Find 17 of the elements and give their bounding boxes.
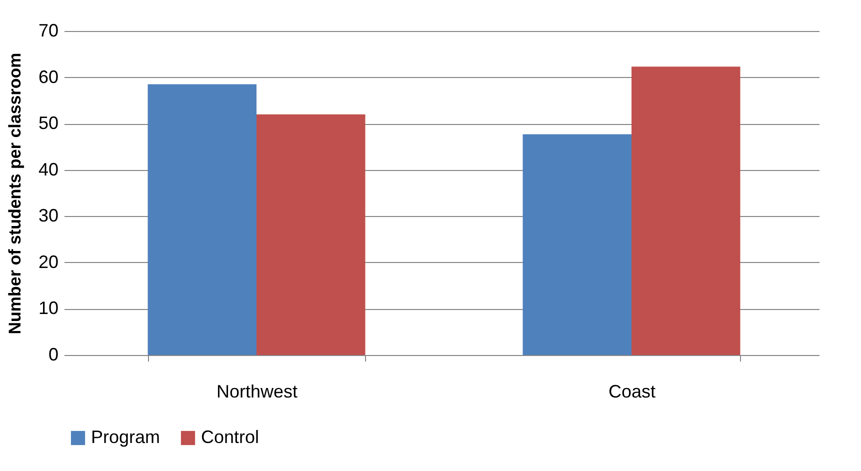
x-tick-label: Northwest <box>216 382 298 402</box>
y-tick-label: 0 <box>48 344 58 364</box>
bar <box>522 134 632 355</box>
y-tick-label: 60 <box>38 66 58 87</box>
y-tick-label: 50 <box>38 113 58 134</box>
y-tick-label: 40 <box>38 159 58 180</box>
y-tick-label: 70 <box>38 20 58 40</box>
bar <box>148 84 256 355</box>
bar <box>256 114 366 355</box>
y-tick-label: 20 <box>38 252 58 272</box>
x-tick-label: Coast <box>608 382 656 402</box>
legend-label: Control <box>201 427 260 447</box>
y-tick-label: 10 <box>38 298 58 318</box>
legend-label: Program <box>91 427 160 447</box>
bar <box>632 66 740 355</box>
y-tick-label: 30 <box>38 206 58 226</box>
y-axis-title: Number of students per classroom <box>5 52 24 334</box>
